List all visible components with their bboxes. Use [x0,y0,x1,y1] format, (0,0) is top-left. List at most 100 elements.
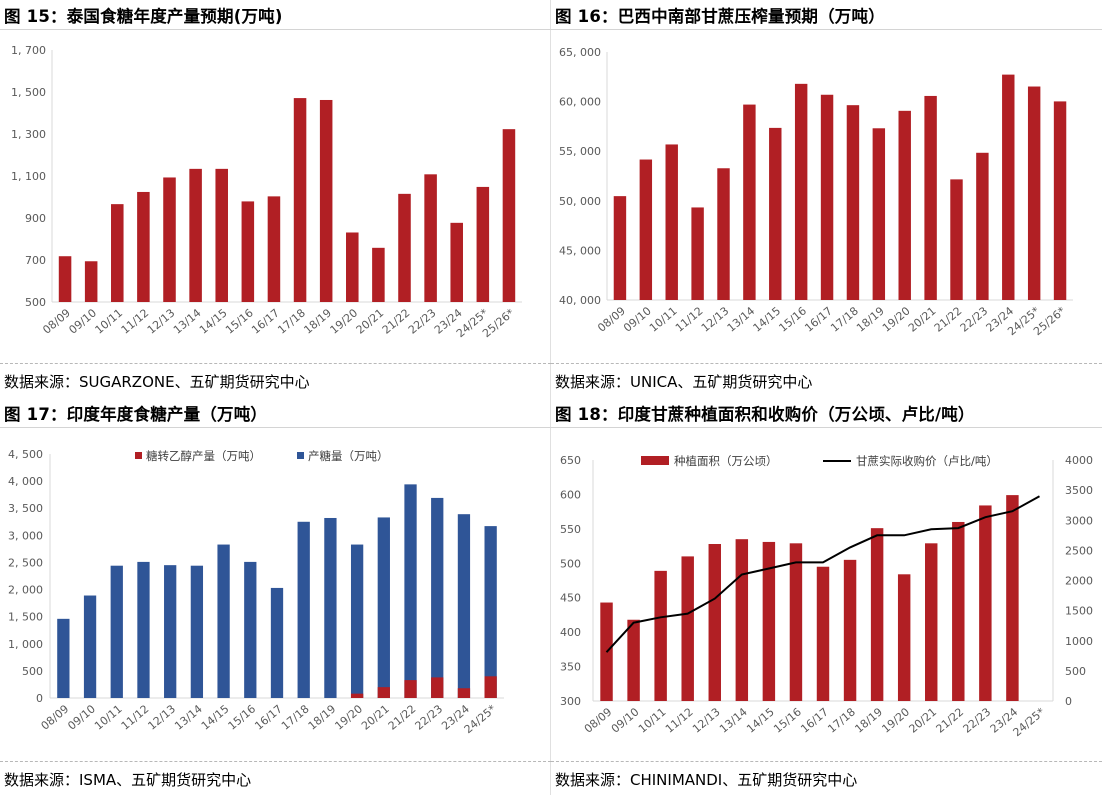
bar-planting-area [681,556,694,701]
x-tick-label: 19/20 [880,304,913,334]
bar-ethanol-diversion [431,677,444,698]
bar [241,201,255,302]
bar-sugar-output [270,587,284,698]
y-tick-label: 1, 000 [8,638,43,651]
y-tick-label-right: 1500 [1065,605,1093,618]
bar-planting-area [979,505,992,701]
x-tick-label: 16/17 [802,304,835,334]
bar [502,129,516,302]
title-divider [551,427,1102,428]
bar-planting-area [627,619,640,701]
x-tick-label: 08/09 [595,304,628,334]
x-tick-label: 19/20 [879,705,912,735]
bar-sugar-output [110,565,123,698]
x-tick-label: 19/20 [332,702,365,732]
x-tick-label: 22/23 [406,306,439,336]
bar [691,207,704,300]
y-tick-label: 4, 000 [8,475,43,488]
x-tick-label: 14/15 [744,705,777,735]
y-tick-label-left: 650 [560,454,581,467]
x-tick-label: 15/16 [771,705,804,735]
bar [1053,101,1067,300]
bar-planting-area [708,544,721,701]
x-tick-label: 17/18 [279,702,312,732]
x-tick-label: 21/22 [386,702,419,732]
x-tick-label: 24/25* [1011,705,1048,739]
x-tick-label: 17/18 [825,705,858,735]
x-tick-label: 13/14 [717,705,750,735]
y-tick-label-right: 3500 [1065,484,1093,497]
bar-planting-area [789,543,803,701]
panel-divider [550,0,551,795]
y-tick-label: 4, 500 [8,448,43,461]
panel-source: 数据来源：ISMA、五矿期货研究中心 [4,771,252,789]
y-tick-label-left: 550 [560,523,581,536]
bar-sugar-output [431,497,444,698]
bar-planting-area [654,570,667,701]
bar [794,83,808,300]
y-tick-label-right: 0 [1065,695,1072,708]
bar-ethanol-diversion [404,680,417,698]
y-tick-label: 40, 000 [559,294,601,307]
y-tick-label-right: 4000 [1065,454,1093,467]
bar-ethanol-diversion [350,693,364,698]
x-tick-label: 12/13 [145,702,178,732]
bar-planting-area [870,528,884,701]
bar-ethanol-diversion [457,688,471,698]
bar-sugar-output [404,484,417,698]
bar [319,99,333,302]
y-tick-label: 0 [36,692,43,705]
y-tick-label: 1, 500 [11,86,46,99]
panel-india-cane-area-price: 图 18：印度甘蔗种植面积和收购价（万公顷、卢比/吨） 08/09 09/10 10… [551,398,1102,795]
y-tick-label-left: 400 [560,626,581,639]
x-tick-label: 10/11 [93,306,126,336]
x-tick-label: 14/15 [197,306,230,336]
x-tick-label: 20/21 [906,304,939,334]
y-tick-label-right: 2000 [1065,575,1093,588]
bar [743,104,756,301]
bar [398,193,411,302]
y-tick-label-left: 450 [560,592,581,605]
y-tick-label: 700 [25,254,46,267]
x-tick-label: 10/11 [647,304,680,334]
y-tick-label: 3, 500 [8,502,43,515]
bar [924,95,937,300]
title-divider [551,29,1102,30]
y-tick-label-left: 350 [560,661,581,674]
panel-source: 数据来源：CHINIMANDI、五矿期货研究中心 [555,771,858,789]
x-tick-label: 10/11 [636,705,669,735]
y-tick-label: 1, 100 [11,170,46,183]
x-tick-label: 22/23 [961,705,994,735]
bar-sugar-output [164,565,177,698]
legend-label: 糖转乙醇产量（万吨） [146,449,261,463]
bar-sugar-output [217,544,230,698]
chart-brazil-cane-crush: 08/0909/1010/1111/1212/1313/1414/1515/16… [559,46,1073,338]
bar-planting-area [925,543,938,701]
bar-sugar-output [83,595,97,698]
x-tick-label: 16/17 [252,702,285,732]
bar [769,127,782,300]
y-tick-label: 1, 300 [11,128,46,141]
bar-sugar-output [57,618,70,698]
legend-swatch [297,452,304,459]
bar [450,222,463,302]
panel-source: 数据来源：SUGARZONE、五矿期货研究中心 [4,373,310,391]
x-tick-label: 18/19 [306,702,339,732]
bar [820,94,834,300]
bar [1002,74,1015,300]
chart-india-sugar: 08/0909/1010/1111/1212/1313/1414/1515/16… [8,448,504,736]
bar [372,247,385,302]
title-divider [0,29,551,30]
bar [639,159,653,300]
x-tick-label: 15/16 [226,702,259,732]
x-tick-label: 15/16 [223,306,256,336]
x-tick-label: 09/10 [65,702,98,732]
x-tick-label: 21/22 [932,304,965,334]
x-tick-label: 11/12 [673,304,706,334]
title-divider [0,427,551,428]
bar [267,196,281,302]
panel-title: 图 17：印度年度食糖产量（万吨） [4,405,268,424]
y-tick-label: 1, 700 [11,44,46,57]
panel-title: 图 15：泰国食糖年度产量预期(万吨) [4,7,283,26]
bar [293,98,307,302]
